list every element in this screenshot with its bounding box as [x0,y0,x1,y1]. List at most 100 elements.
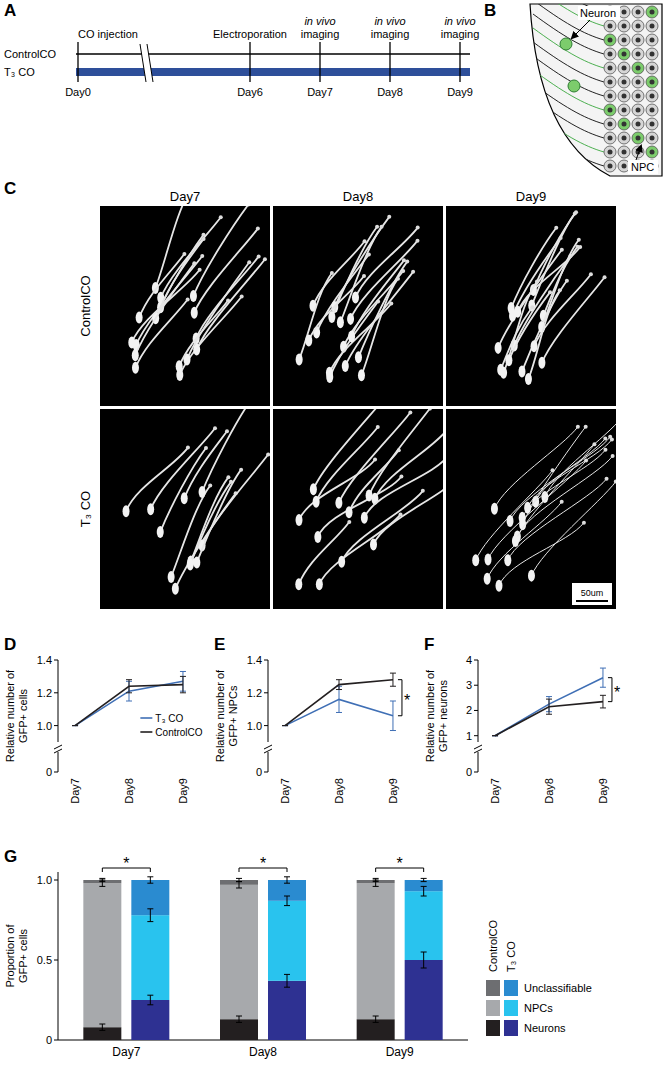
column-label: Day8 [343,189,373,204]
nucleus [608,80,613,85]
nucleus [622,24,627,29]
cell [646,20,658,32]
cell-body [128,337,135,349]
panel-label: D [4,635,16,654]
cell [618,34,630,46]
y-tick-label: 3 [466,679,472,691]
nucleus [636,94,641,99]
nucleus [636,52,641,57]
day-label: Day0 [65,86,91,98]
control-line [76,53,470,55]
nucleus [608,66,613,71]
cell-process [319,514,400,584]
cell [604,132,616,144]
cell-body [514,306,521,318]
cell [646,90,658,102]
cell-process [361,279,397,376]
endfoot [605,477,609,481]
cell [646,132,658,144]
x-tick-label: Day9 [177,778,189,804]
axis-title: Relative number of [214,669,226,762]
endfoot [257,254,261,258]
cell [604,118,616,130]
cell-process [534,274,591,346]
y-tick [264,772,268,773]
y-tick-label: 1.4 [247,654,262,666]
y-tick-label: 0.5 [37,954,52,966]
cell [646,76,658,88]
endfoot [186,298,190,302]
error-bar [421,886,427,896]
cell-body [296,514,303,526]
nucleus [608,94,613,99]
y-tick-label: 0 [256,766,262,778]
legend-swatch [486,1020,500,1036]
cell-body [313,496,320,508]
cell-body [370,538,377,550]
cell-process [375,430,443,499]
nucleus [650,150,655,155]
cell-process [523,427,586,525]
x-tick-label: Day8 [249,1045,277,1059]
plot-area [492,668,606,736]
radial-fiber [533,98,604,138]
radial-fiber [533,70,604,110]
cell [632,20,644,32]
y-axis [478,660,479,742]
y-tick [54,1040,58,1041]
y-axis [268,660,269,742]
panel-label: F [424,635,434,654]
nucleus [608,24,613,29]
panel-label: A [4,1,16,20]
cell [632,62,644,74]
y-axis-lower [58,752,59,772]
cell-process [126,448,188,512]
cell-body [193,556,200,568]
nucleus [622,80,627,85]
error-bar [147,909,153,922]
error-bar [284,896,290,906]
endfoot [577,238,581,242]
plot-area [282,673,396,730]
cell [604,76,616,88]
cell [618,76,630,88]
error-bar [99,878,105,881]
legend-swatch [486,1000,500,1016]
cell [646,48,658,60]
endfoot [330,271,334,275]
y-tick-label: 1.4 [37,654,52,666]
cell-body [358,369,365,381]
t3-bar [76,68,470,76]
axis-title: GFP+ neurons [437,680,449,752]
nucleus [608,164,613,169]
bar-segment [405,891,443,960]
micrograph [100,206,270,406]
endfoot [428,409,432,411]
cell-body [352,292,359,304]
legend-swatch [140,717,152,719]
y-axis [58,872,59,1040]
axis-break [264,745,272,749]
error-bar [284,877,290,883]
endfoot [416,226,420,230]
endfoot [576,425,580,429]
cell-body [296,353,303,365]
event-label: in vivo [304,15,335,27]
cell-process [332,227,377,317]
micrograph [446,409,616,609]
legend-label: T₃ CO [155,713,183,724]
cell-process [316,427,378,502]
bar-segment [220,885,258,1019]
x-tick-label: Day7 [112,1045,140,1059]
cell [646,34,658,46]
legend-header: T₃ CO [505,941,517,972]
scale-bar-label: 50um [581,588,604,598]
radial-fiber [533,126,604,166]
panel-label: C [4,179,16,198]
tissue-outline [530,4,662,176]
error-bar [390,701,396,731]
event-label: Electroporation [213,28,287,40]
row-label: ControlCO [4,48,56,60]
micrograph-content [495,210,607,385]
cell-body [519,512,526,524]
